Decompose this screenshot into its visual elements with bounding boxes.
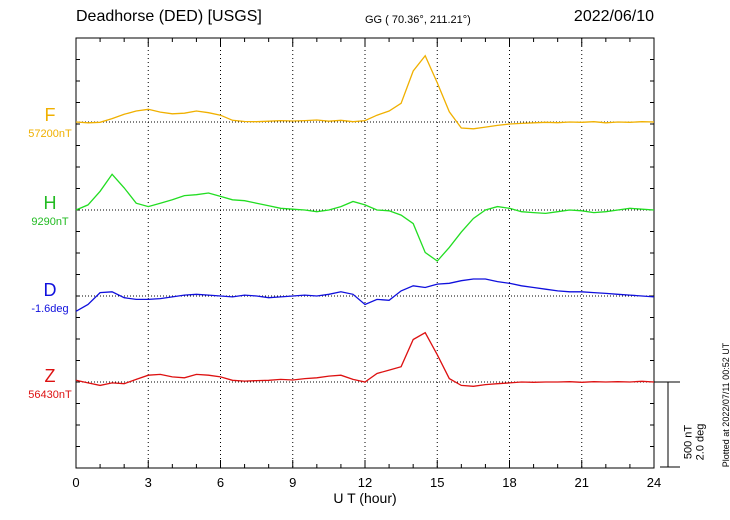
station-title: Deadhorse (DED) [USGS]	[76, 8, 262, 25]
baseline-D: -1.6deg	[31, 303, 69, 315]
x-tick-label: 18	[502, 475, 516, 490]
baseline-Z: 56430nT	[28, 389, 72, 401]
label-D: D	[43, 280, 57, 300]
series-Z	[75, 331, 655, 387]
scale-legend: 500 nT 2.0 deg	[682, 424, 706, 461]
baseline-H: 9290nT	[31, 216, 69, 228]
label-F: F	[44, 105, 56, 125]
geo-coordinates: GG ( 70.36°, 211.21°)	[365, 14, 471, 26]
x-tick-label: 15	[430, 475, 444, 490]
series-F	[75, 54, 655, 130]
plot-date: 2022/06/10	[573, 8, 654, 25]
label-H: H	[43, 193, 57, 213]
series-D	[75, 278, 655, 312]
scale-deg-label: 2.0 deg	[694, 423, 707, 461]
scale-nt-label: 500 nT	[682, 424, 695, 460]
x-tick-label: 21	[575, 475, 589, 490]
x-tick-label: 6	[217, 475, 224, 490]
series-H	[75, 173, 655, 262]
x-axis-label: U T (hour)	[333, 490, 397, 506]
x-tick-label: 3	[145, 475, 152, 490]
baseline-F: 57200nT	[28, 128, 72, 140]
plotted-timestamp: Plotted at 2022/07/11 00:52 UT	[721, 342, 730, 468]
x-tick-label: 9	[289, 475, 296, 490]
x-tick-label: 24	[647, 475, 661, 490]
label-Z: Z	[44, 366, 56, 386]
x-tick-label: 12	[358, 475, 372, 490]
x-tick-label: 0	[72, 475, 79, 490]
